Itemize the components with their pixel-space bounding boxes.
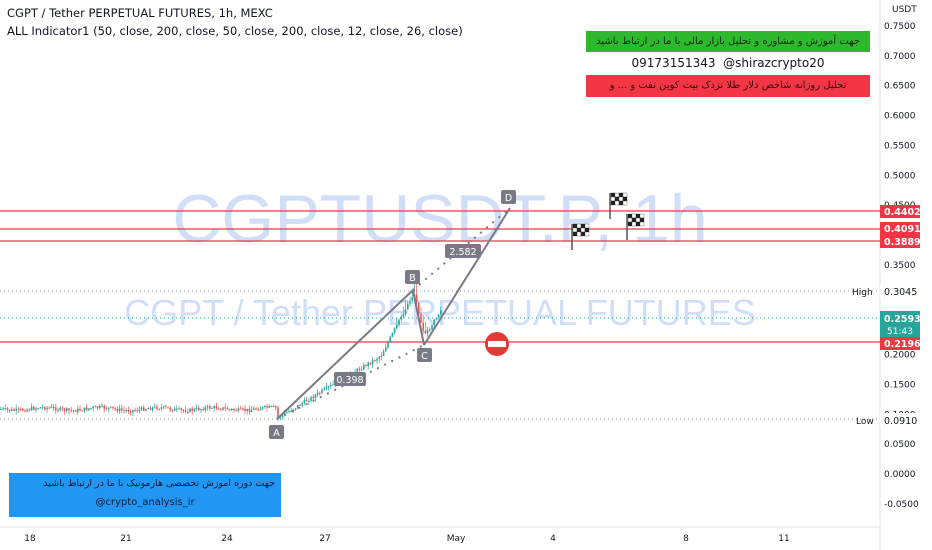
svg-text:B: B [409,273,416,284]
low-price-label: Low 0.0910 [856,413,920,427]
ad-green-bar: جهت آموزش و مشاوره و تحلیل بازار مالی با… [586,31,870,52]
level-2-price-label: 0.4091 [880,222,921,235]
checkered-flag-icon [609,192,628,219]
leg-ac-dotted [276,344,425,420]
price-tick-label: 0.6000 [884,112,916,122]
point-a-label[interactable]: A [269,425,284,439]
ad-phone: 09173151343 [631,56,716,70]
leg-bd-dotted [412,207,511,291]
leg-bc [412,289,425,346]
svg-text:0.3889: 0.3889 [884,237,921,248]
time-tick-label: May [447,534,466,544]
high-price-label: High 0.3045 [852,285,920,298]
level-1-price-label: 0.4402 [880,205,921,218]
svg-text:C: C [421,351,428,362]
stop-price-label: 0.2196 [880,337,921,350]
harmonic-pattern[interactable] [276,207,511,420]
chart-title[interactable]: CGPT / Tether PERPETUAL FUTURES, 1h, MEX… [7,6,273,20]
svg-text:51:43: 51:43 [887,327,913,337]
svg-text:0.0910: 0.0910 [884,416,917,427]
level-3-price-label: 0.3889 [880,235,921,248]
time-tick-label: 4 [550,534,556,544]
price-tick-label: -0.0500 [884,500,919,510]
price-axis[interactable]: 0.75000.70000.65000.60000.55000.50000.45… [884,22,919,510]
course-ad-box: جهت دوره آموزش تخصصی هارمونیک با ما در ا… [9,473,281,517]
time-tick-label: 27 [319,534,330,544]
svg-text:0.2196: 0.2196 [884,339,921,350]
price-tick-label: 0.7500 [884,22,916,32]
price-tick-label: 0.0500 [884,440,916,450]
time-tick-label: 8 [683,534,689,544]
time-tick-label: 11 [778,534,789,544]
svg-text:High: High [852,288,873,298]
point-c-label[interactable]: C [417,348,432,362]
price-tick-label: 0.5000 [884,171,916,181]
svg-text:Low: Low [856,417,874,427]
ad-blank-bar [586,10,870,30]
time-tick-label: 18 [24,534,36,544]
svg-text:0.4091: 0.4091 [884,224,921,235]
svg-text:2.582: 2.582 [449,247,476,258]
leg-cd [423,207,511,346]
price-tick-label: 0.5500 [884,141,916,151]
point-b-label[interactable]: B [405,270,420,284]
checkered-flag-icon [571,223,590,250]
price-tick-label: 0.6500 [884,82,916,92]
time-axis[interactable]: 18 21 24 27 May 4 8 11 [24,534,789,544]
price-tick-label: 0.1500 [884,380,916,390]
candle-series [0,282,442,422]
time-tick-label: 21 [120,534,131,544]
svg-text:0.2593: 0.2593 [884,314,921,325]
indicator-legend[interactable]: ALL Indicator1 (50, close, 200, close, 5… [7,24,463,38]
svg-text:0.3045: 0.3045 [884,287,917,298]
price-tick-label: 0.2000 [884,351,916,361]
course-ad-text: جهت دوره آموزش تخصصی هارمونیک با ما در ا… [43,478,275,489]
svg-text:0.4402: 0.4402 [884,207,921,218]
point-d-label[interactable]: D [501,190,516,204]
axis-currency: USDT [892,5,917,15]
time-tick-label: 24 [221,534,233,544]
svg-text:A: A [273,428,280,439]
checkered-flag-icon [626,213,645,240]
leg-ab [276,289,414,420]
ad-handle: @shirazcrypto20 [723,56,825,70]
price-tick-label: 0.7000 [884,52,916,62]
ratio-bd-label[interactable]: 2.582 [445,244,481,258]
ratio-ab-label[interactable]: 0.398 [334,372,366,386]
svg-text:D: D [505,193,512,204]
course-ad-handle: @crypto_analysis_ir [95,497,195,508]
ad-red-bar: تحلیل روزانه شاخص دلار طلا نزدک بیت کوین… [586,75,870,97]
last-price-label: 0.2593 51:43 [880,311,921,337]
price-tick-label: 0.0000 [884,470,916,480]
svg-text:0.398: 0.398 [336,375,363,386]
price-tick-label: 0.3500 [884,261,916,271]
no-entry-icon [485,332,509,356]
ad-contact-bar: 09173151343 @shirazcrypto20 [586,53,870,74]
